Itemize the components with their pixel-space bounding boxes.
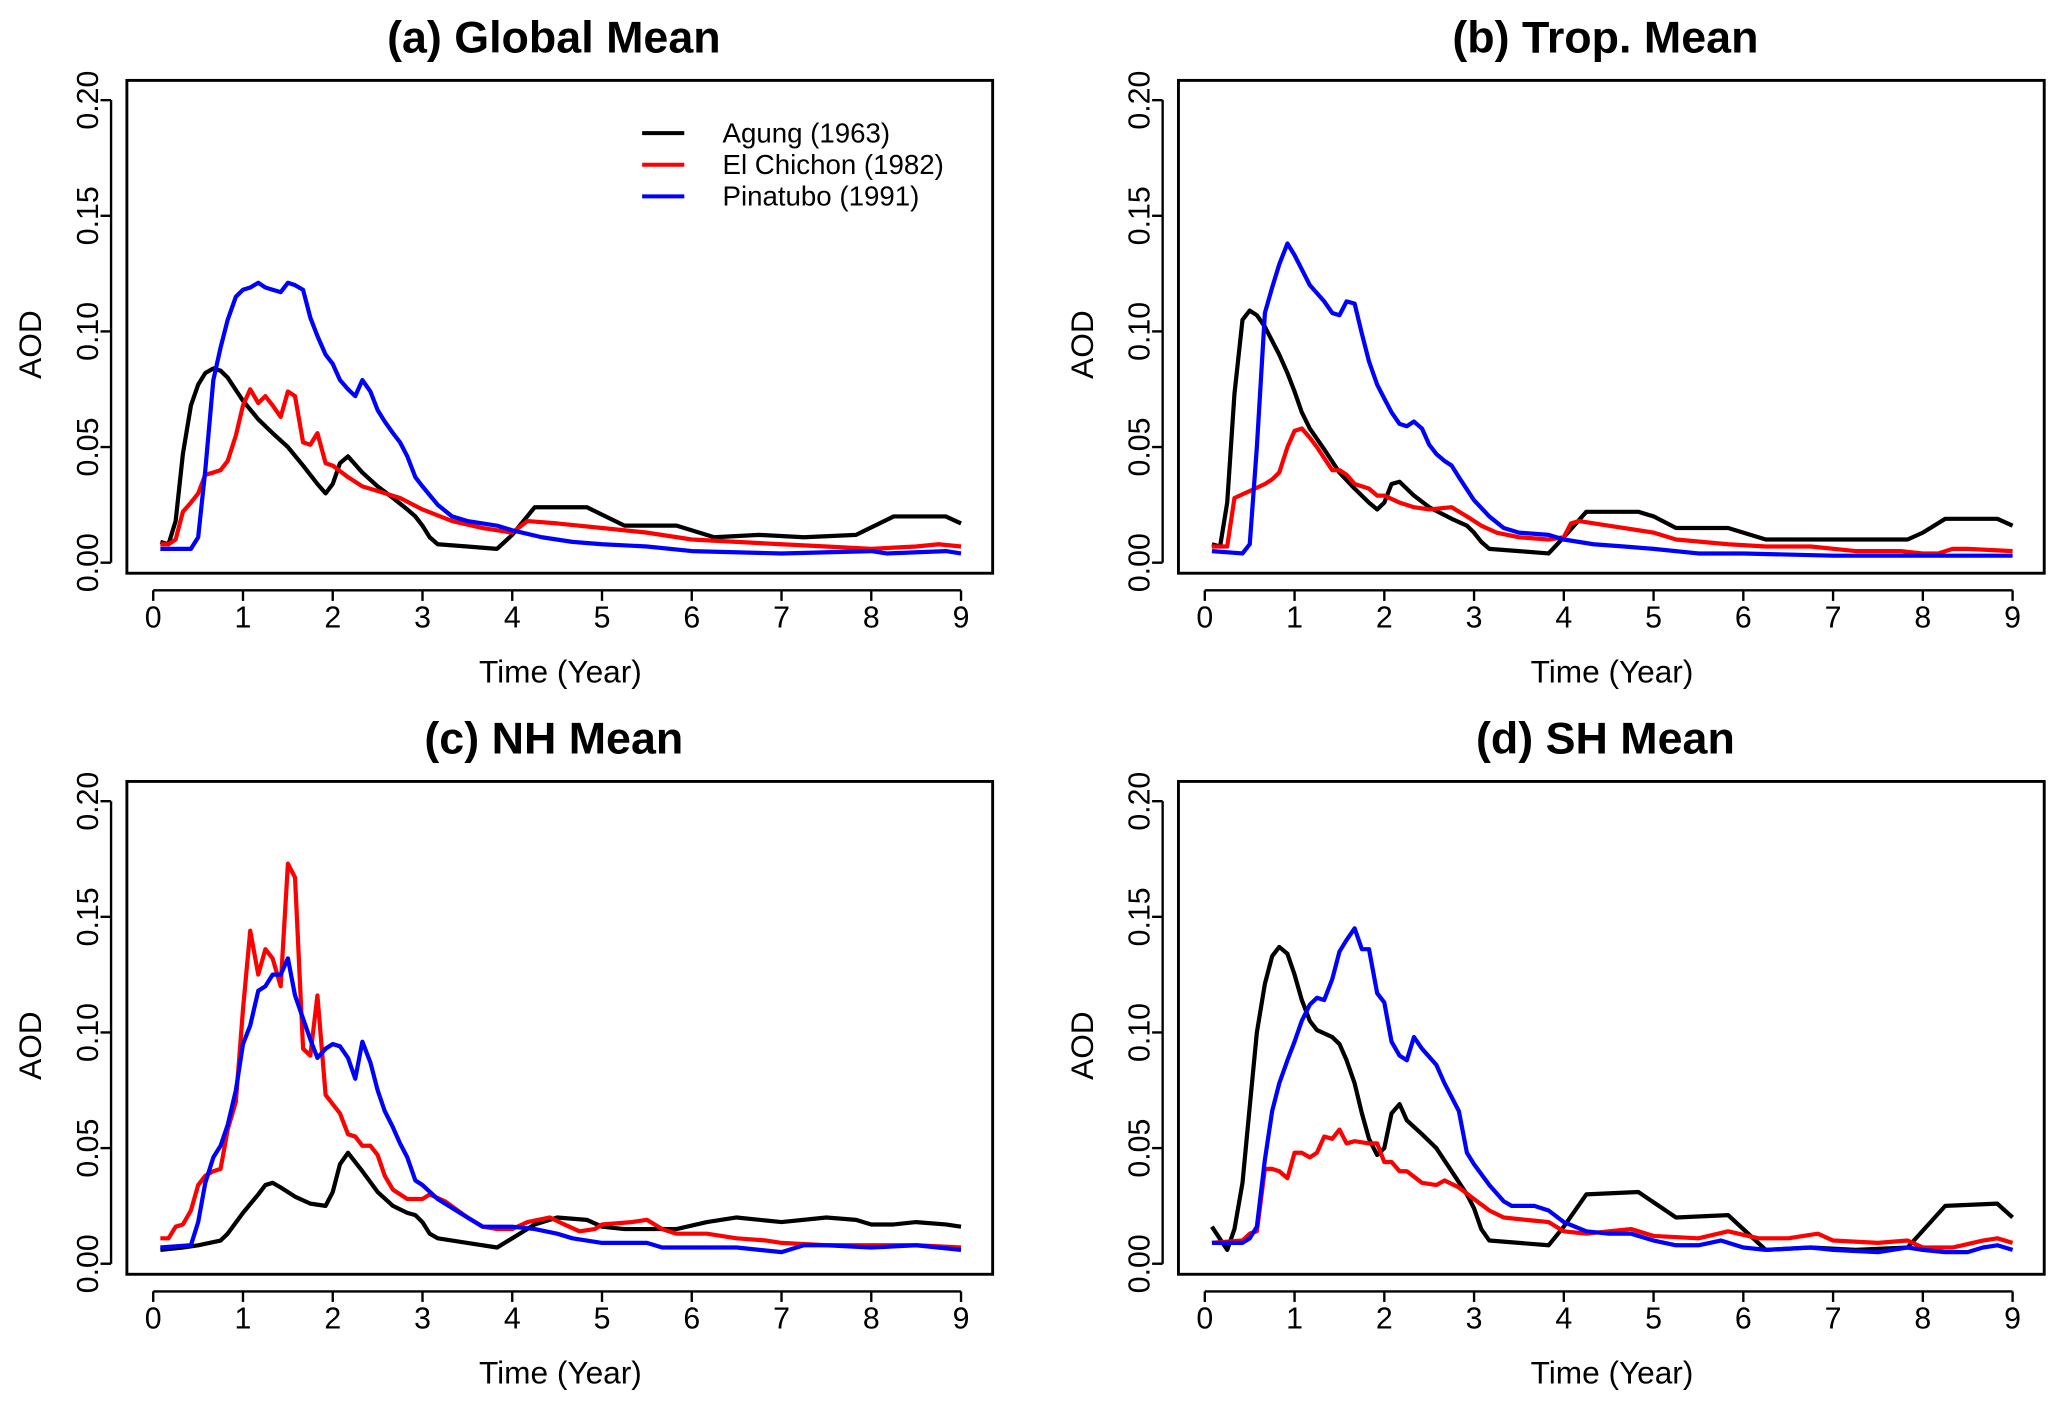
legend: Agung (1963)El Chichon (1982)Pinatubo (1…	[642, 117, 944, 212]
y-tick-label: 0.10	[1123, 302, 1156, 361]
plot-frame	[125, 78, 995, 575]
y-tick-label: 0.20	[1123, 71, 1156, 130]
y-tick-label: 0.20	[72, 772, 105, 831]
legend-label: Pinatubo (1991)	[723, 181, 920, 212]
x-tick-label: 5	[594, 1302, 611, 1335]
x-tick-label: 7	[773, 601, 790, 634]
x-tick-label: 1	[235, 601, 252, 634]
x-tick-label: 5	[1645, 1302, 1662, 1335]
y-tick-label: 0.10	[72, 1003, 105, 1062]
x-tick-label: 6	[683, 601, 700, 634]
panel-a: (a) Global Mean 0 1 2 3 4 5 6 7 8 9 Time (Year) 0.00…	[12, 13, 995, 690]
x-tick-label: 6	[1735, 1302, 1752, 1335]
series-line-2	[1211, 926, 2014, 1255]
series-line-2	[160, 956, 962, 1255]
y-tick-label: 0.00	[72, 533, 105, 592]
series-line-2	[160, 280, 962, 556]
x-axis-label: Time (Year)	[1531, 654, 1694, 690]
y-tick-label: 0.05	[1123, 1119, 1156, 1178]
x-axis-label: Time (Year)	[1531, 1355, 1694, 1391]
y-tick-label: 0.20	[1123, 772, 1156, 831]
x-tick-label: 0	[1196, 601, 1213, 634]
x-tick-label: 0	[1196, 1302, 1213, 1335]
series-line-0	[1210, 944, 2015, 1253]
legend-label: El Chichon (1982)	[723, 149, 944, 180]
x-tick-label: 4	[1555, 601, 1572, 634]
y-tick-label: 0.10	[1123, 1003, 1156, 1062]
series-line-0	[159, 366, 962, 551]
x-tick-label: 6	[683, 1302, 700, 1335]
panel-c: (c) NH Mean 0 1 2 3 4 5 6 7 8 9 Time (Year) 0.00 0.05…	[12, 714, 995, 1391]
x-tick-label: 7	[1825, 601, 1842, 634]
x-tick-label: 1	[235, 1302, 252, 1335]
x-tick-label: 3	[414, 1302, 431, 1335]
y-axis-label: AOD	[12, 1011, 48, 1080]
series-line-0	[1211, 308, 2014, 556]
y-tick-label: 0.15	[72, 186, 105, 245]
x-tick-label: 3	[414, 601, 431, 634]
x-tick-label: 9	[953, 601, 970, 634]
series-line-1	[160, 387, 962, 551]
x-tick-label: 2	[324, 1302, 341, 1335]
x-tick-label: 9	[2004, 601, 2021, 634]
x-tick-label: 4	[504, 601, 521, 634]
x-axis-label: Time (Year)	[479, 654, 642, 690]
y-tick-label: 0.15	[1123, 186, 1156, 245]
y-tick-label: 0.00	[1123, 1234, 1156, 1293]
y-tick-label: 0.15	[72, 887, 105, 946]
x-tick-label: 6	[1735, 601, 1752, 634]
plot-frame	[125, 779, 995, 1276]
y-tick-label: 0.05	[72, 418, 105, 477]
x-tick-label: 1	[1286, 1302, 1303, 1335]
legend-label: Agung (1963)	[723, 117, 891, 148]
x-tick-label: 3	[1466, 601, 1483, 634]
series-line-1	[1211, 426, 2013, 556]
series-line-2	[1211, 241, 2013, 558]
x-tick-label: 4	[1555, 1302, 1572, 1335]
y-tick-label: 0.05	[1123, 418, 1156, 477]
panel-d: (d) SH Mean 0 1 2 3 4 5 6 7 8 9 Time (Year) 0.00 0.05…	[1064, 714, 2046, 1391]
panel-title: (b) Trop. Mean	[1452, 13, 1758, 63]
y-tick-label: 0.05	[72, 1119, 105, 1178]
panel-b: (b) Trop. Mean 0 1 2 3 4 5 6 7 8 9 Time (Year) 0.00 0…	[1064, 13, 2046, 690]
y-tick-label: 0.00	[1123, 533, 1156, 592]
y-axis-label: AOD	[12, 310, 48, 379]
x-tick-label: 8	[863, 1302, 880, 1335]
plot-frame	[1177, 78, 2046, 575]
x-tick-label: 9	[953, 1302, 970, 1335]
x-tick-label: 8	[1914, 601, 1931, 634]
panel-title: (a) Global Mean	[387, 13, 721, 63]
panel-title: (d) SH Mean	[1476, 714, 1735, 764]
series-line-1	[160, 861, 962, 1250]
x-tick-label: 2	[1376, 1302, 1393, 1335]
x-tick-label: 9	[2004, 1302, 2021, 1335]
y-tick-label: 0.20	[72, 71, 105, 130]
panel-title: (c) NH Mean	[424, 714, 683, 764]
x-tick-label: 7	[1825, 1302, 1842, 1335]
plot-frame	[1177, 779, 2046, 1276]
x-tick-label: 5	[594, 601, 611, 634]
y-axis-label: AOD	[1064, 310, 1100, 379]
x-tick-label: 5	[1645, 601, 1662, 634]
x-tick-label: 3	[1466, 1302, 1483, 1335]
x-axis-label: Time (Year)	[479, 1355, 642, 1391]
series-line-1	[1211, 1127, 2014, 1250]
x-tick-label: 0	[145, 1302, 162, 1335]
y-tick-label: 0.00	[72, 1234, 105, 1293]
x-tick-label: 4	[504, 1302, 521, 1335]
y-tick-label: 0.10	[72, 302, 105, 361]
y-tick-label: 0.15	[1123, 887, 1156, 946]
x-tick-label: 7	[773, 1302, 790, 1335]
series-line-0	[160, 1150, 962, 1252]
x-tick-label: 8	[1914, 1302, 1931, 1335]
x-tick-label: 8	[863, 601, 880, 634]
x-tick-label: 1	[1286, 601, 1303, 634]
x-tick-label: 2	[1376, 601, 1393, 634]
x-tick-label: 2	[324, 601, 341, 634]
y-axis-label: AOD	[1064, 1011, 1100, 1080]
x-tick-label: 0	[145, 601, 162, 634]
